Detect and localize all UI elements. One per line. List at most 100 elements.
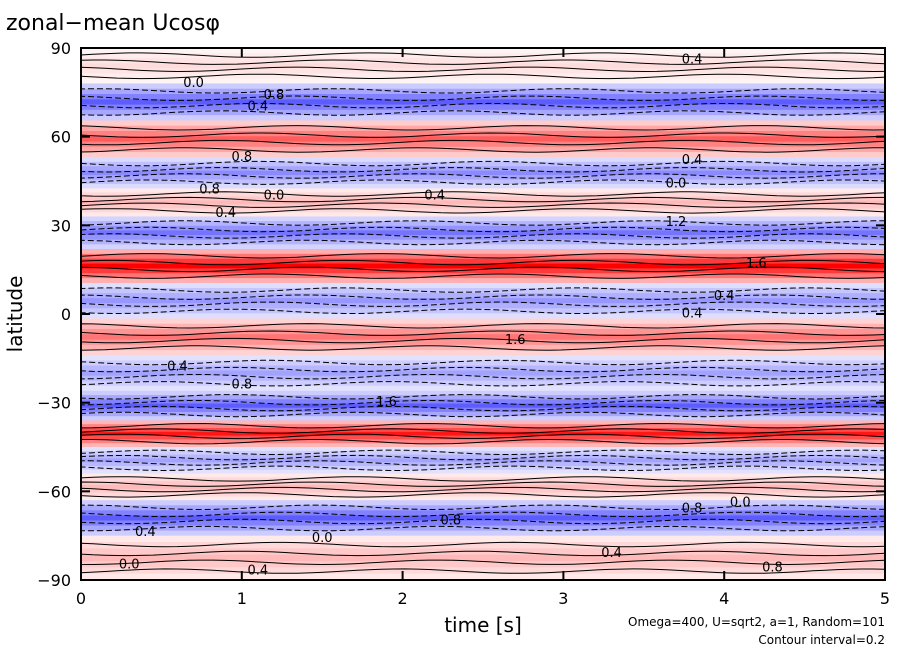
contour-line bbox=[81, 59, 885, 65]
contour-label: 1.6 bbox=[376, 395, 397, 410]
heat-band bbox=[81, 350, 885, 356]
contour-line bbox=[81, 428, 885, 434]
heat-band bbox=[81, 183, 885, 189]
contour-label: 0.0 bbox=[119, 558, 140, 573]
heat-band bbox=[81, 450, 885, 456]
contour-line bbox=[81, 273, 885, 279]
heat-band bbox=[81, 360, 885, 367]
heat-band bbox=[81, 204, 885, 210]
contour-line bbox=[81, 559, 885, 566]
heat-band bbox=[81, 166, 885, 172]
contour-line bbox=[81, 411, 885, 418]
contour-line bbox=[81, 504, 885, 511]
heat-band bbox=[81, 268, 885, 274]
heat-band bbox=[81, 469, 885, 475]
heat-band bbox=[81, 78, 885, 85]
heat-band bbox=[81, 192, 885, 198]
heat-band bbox=[81, 370, 885, 377]
heat-band bbox=[81, 525, 885, 532]
heat-band bbox=[81, 365, 885, 372]
contour-line bbox=[81, 88, 885, 94]
chart-title: zonal−mean Ucosφ bbox=[6, 11, 220, 36]
contour-line bbox=[81, 366, 885, 373]
heat-band bbox=[81, 141, 885, 148]
contour-line bbox=[81, 173, 885, 179]
heat-band bbox=[81, 424, 885, 429]
heat-band bbox=[81, 492, 885, 497]
heat-band bbox=[81, 63, 885, 69]
contour-line bbox=[81, 486, 885, 493]
heat-band bbox=[81, 282, 885, 289]
contour-label: 0.0 bbox=[312, 531, 333, 546]
heat-band bbox=[81, 573, 885, 580]
contour-line bbox=[81, 381, 885, 387]
heat-band bbox=[81, 216, 885, 222]
contour-label: 0.8 bbox=[264, 88, 285, 103]
heat-band bbox=[81, 510, 885, 516]
heat-band bbox=[81, 416, 885, 421]
heat-band bbox=[81, 477, 885, 482]
contour-line bbox=[81, 233, 885, 239]
heat-band bbox=[81, 73, 885, 79]
x-tick-label: 5 bbox=[880, 589, 890, 608]
contour-label: 0.8 bbox=[440, 513, 461, 528]
contour-line bbox=[81, 179, 885, 185]
heat-band bbox=[81, 68, 885, 74]
contour-line bbox=[81, 73, 885, 80]
contour-line bbox=[81, 465, 885, 472]
x-tick-label: 4 bbox=[719, 589, 729, 608]
heat-band bbox=[81, 454, 885, 459]
heat-band bbox=[81, 136, 885, 143]
heat-band bbox=[81, 146, 885, 153]
heat-band bbox=[81, 308, 885, 314]
heat-band bbox=[81, 428, 885, 433]
contour-line bbox=[81, 191, 885, 197]
heat-band bbox=[81, 115, 885, 122]
heat-band bbox=[81, 196, 885, 202]
heat-band bbox=[81, 542, 885, 549]
contour-line bbox=[81, 220, 885, 226]
contour-line bbox=[81, 308, 885, 315]
contour-line bbox=[81, 511, 885, 518]
contour-line bbox=[81, 492, 885, 498]
contour-line bbox=[81, 438, 885, 445]
contour-line bbox=[81, 294, 885, 300]
contour-line bbox=[81, 359, 885, 366]
contour-line bbox=[81, 110, 885, 116]
heat-band bbox=[81, 439, 885, 444]
contour-line bbox=[81, 266, 885, 273]
contour-label: 0.4 bbox=[248, 100, 269, 115]
contour-line bbox=[81, 422, 885, 429]
y-tick-label: −60 bbox=[37, 482, 71, 501]
heat-band bbox=[81, 293, 885, 299]
contour-label: 0.4 bbox=[601, 546, 622, 561]
contour-line bbox=[81, 541, 885, 548]
heat-band bbox=[81, 99, 885, 106]
plot-area: 0.00.40.80.80.80.40.0 0.40.01.20.40.41.60… bbox=[81, 48, 885, 580]
contour-line bbox=[81, 259, 885, 266]
heat-band bbox=[81, 496, 885, 501]
heat-band bbox=[81, 420, 885, 425]
contour-line bbox=[81, 301, 885, 307]
contour-label: 0.0 bbox=[264, 188, 285, 203]
x-tick-label: 1 bbox=[237, 589, 247, 608]
contour-line bbox=[81, 518, 885, 525]
heat-band bbox=[81, 188, 885, 193]
contour-line bbox=[81, 125, 885, 131]
heat-band bbox=[81, 328, 885, 335]
heat-band bbox=[81, 554, 885, 562]
contour-label: 1.6 bbox=[505, 333, 526, 348]
contour-line bbox=[81, 399, 885, 406]
x-tick-label: 2 bbox=[398, 589, 408, 608]
contour-line bbox=[81, 568, 885, 574]
heat-band bbox=[81, 235, 885, 241]
heat-band bbox=[81, 170, 885, 176]
contour-label: 0.4 bbox=[682, 307, 703, 322]
contour-line bbox=[81, 345, 885, 351]
heat-band bbox=[81, 88, 885, 95]
contour-line bbox=[81, 373, 885, 380]
contour-line bbox=[81, 287, 885, 293]
contour-line bbox=[81, 52, 885, 58]
contour-label: 0.4 bbox=[424, 188, 445, 203]
